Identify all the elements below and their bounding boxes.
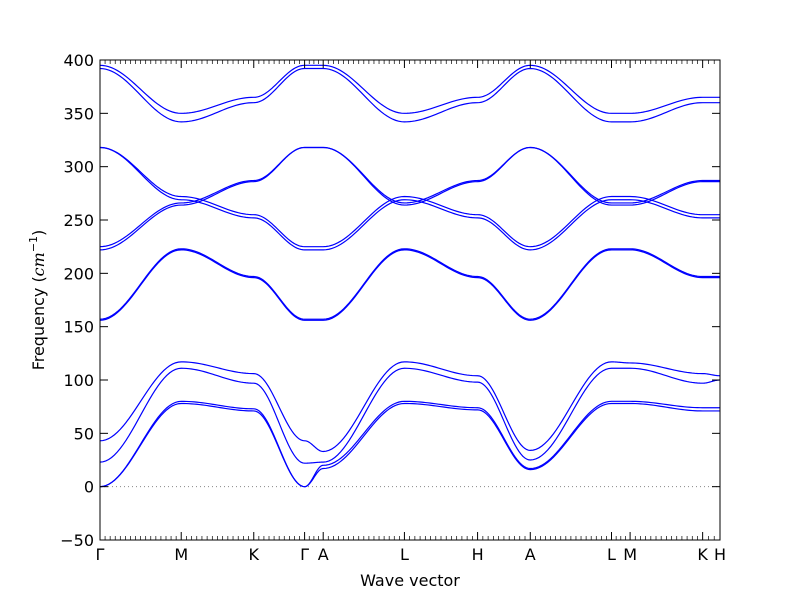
y-tick-label: 100 [63, 371, 94, 390]
x-tick-label: Γ [300, 545, 309, 564]
plot-frame [99, 59, 721, 541]
y-tick-label: 400 [63, 51, 94, 70]
x-tick-label: K [249, 545, 260, 564]
dispersion-branch-7 [99, 146, 720, 251]
x-tick-label: H [472, 545, 484, 564]
dispersion-branch-4 [99, 361, 720, 453]
y-axis-label-exponent: −1 [27, 236, 40, 252]
dispersion-branch-6 [99, 248, 720, 320]
x-tick-label: M [174, 545, 188, 564]
x-tick-label: L [400, 545, 409, 564]
y-tick-label: 50 [74, 424, 94, 443]
series-layer [99, 64, 721, 488]
x-tick-label: H [714, 545, 726, 564]
y-axis-label-unit: cm [29, 252, 48, 276]
y-tick-label: 250 [63, 211, 94, 230]
x-axis-label: Wave vector [360, 571, 460, 590]
dispersion-branch-3 [99, 367, 721, 464]
x-tick-label: K [697, 545, 708, 564]
y-axis-label-suffix: ) [29, 230, 48, 236]
x-tick-label: A [318, 545, 329, 564]
y-axis-label-prefix: Frequency ( [29, 276, 48, 370]
x-tick-label: A [525, 545, 536, 564]
x-tick-label: Γ [96, 545, 105, 564]
y-tick-label: −50 [60, 531, 94, 550]
y-tick-label: 300 [63, 158, 94, 177]
y-ticks-layer: −50 0 50 100 150 200 250 300 350 400 [60, 51, 720, 550]
x-tick-label: L [607, 545, 616, 564]
y-tick-label: 200 [63, 264, 94, 283]
y-tick-label: 0 [84, 478, 94, 497]
dispersion-branch-11 [99, 67, 720, 123]
y-tick-label: 350 [63, 104, 94, 123]
plot-area [100, 60, 720, 540]
minor-ticks-layer [104, 60, 715, 540]
dispersion-branch-10 [99, 146, 720, 248]
dispersion-branch-12 [99, 64, 720, 114]
y-tick-label: 150 [63, 318, 94, 337]
dispersion-branch-2 [99, 400, 720, 488]
dispersion-branch-5 [99, 249, 720, 321]
dispersion-branch-1 [99, 402, 720, 488]
dispersion-branch-9 [99, 146, 720, 251]
x-tick-label: M [623, 545, 637, 564]
y-axis-label: Frequency (cm−1) [27, 230, 48, 371]
